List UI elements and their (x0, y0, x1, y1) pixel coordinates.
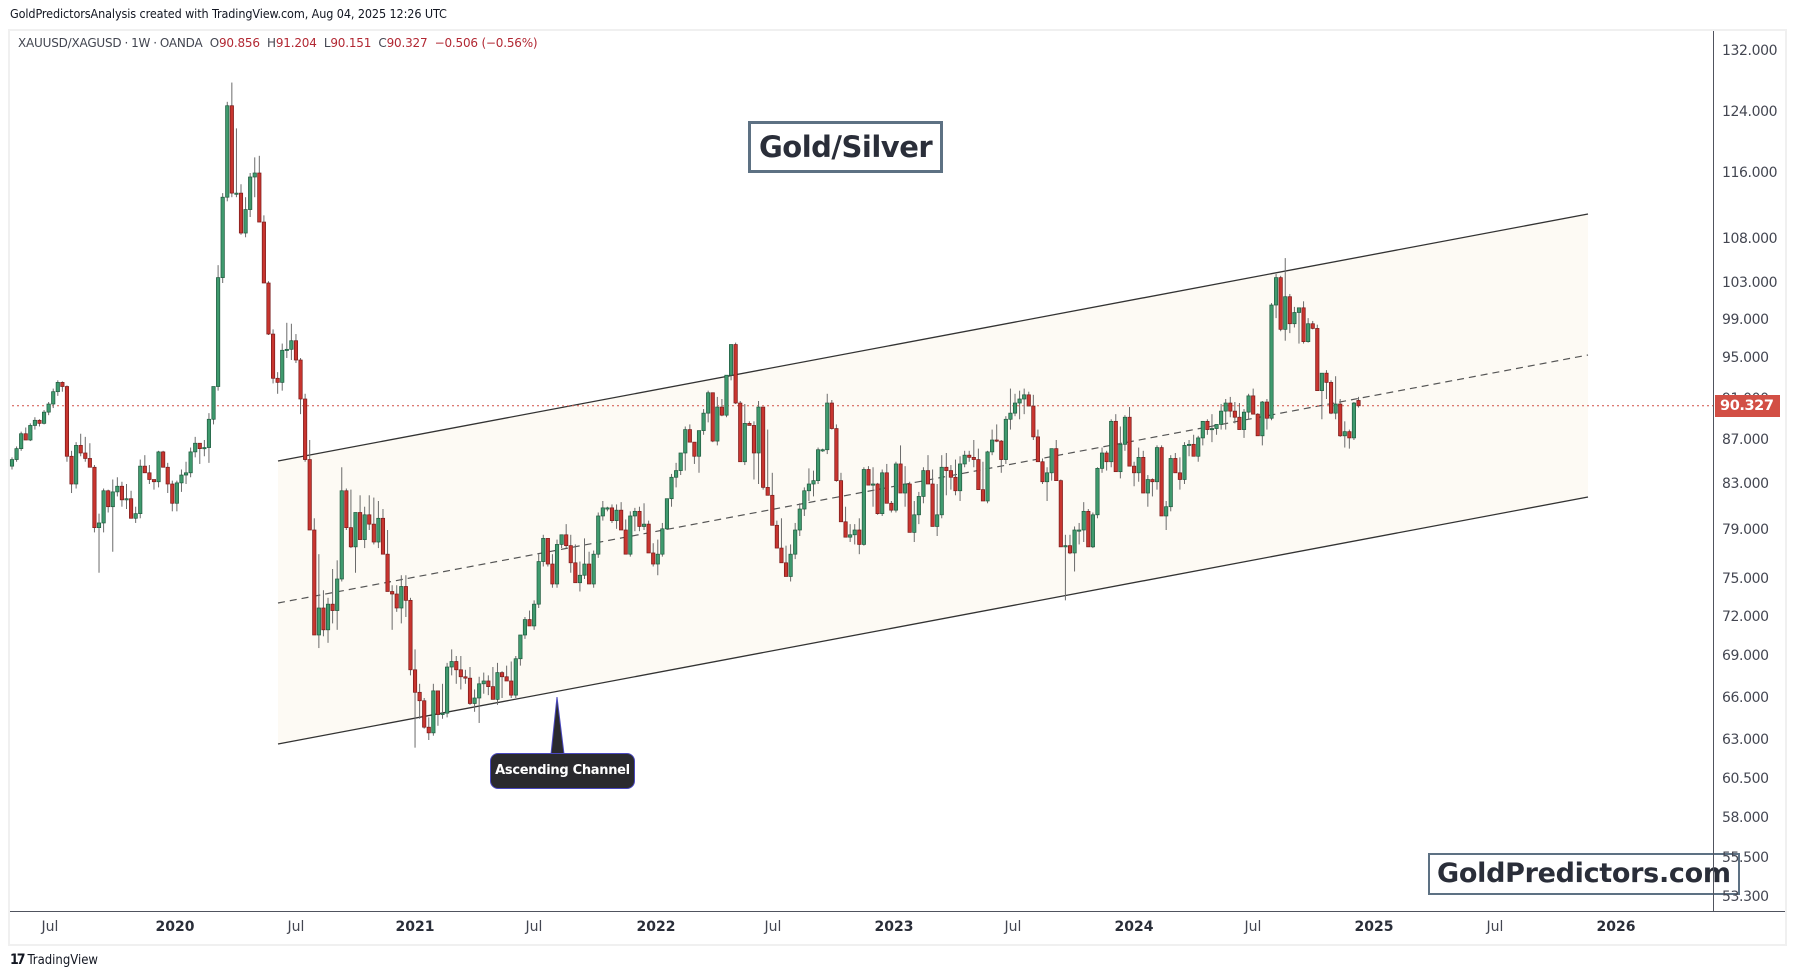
time-tick-label: Jul (41, 919, 59, 935)
time-tick-label: Jul (287, 919, 305, 935)
price-tick-label: 116.000 (1722, 165, 1778, 181)
time-tick-label: Jul (1004, 919, 1022, 935)
price-tick-label: 124.000 (1722, 104, 1778, 120)
price-tick-label: 79.000 (1722, 522, 1769, 538)
chart-attribution: GoldPredictorsAnalysis created with Trad… (10, 6, 447, 21)
time-tick-label: 2026 (1596, 919, 1636, 935)
price-tick-label: 60.500 (1722, 771, 1769, 787)
tradingview-logo-text: TradingView (27, 952, 98, 968)
price-tick-label: 66.000 (1722, 690, 1769, 706)
price-tick-label: 75.000 (1722, 571, 1769, 587)
legend-symbol: XAUUSD/XAGUSD (18, 36, 122, 50)
legend-open-label: O (209, 36, 219, 50)
time-tick-label: 2022 (636, 919, 676, 935)
price-tick-label: 72.000 (1722, 609, 1769, 625)
time-tick-label: Jul (1486, 919, 1504, 935)
price-axis[interactable] (1713, 31, 1786, 911)
time-axis[interactable] (10, 911, 1785, 945)
legend-separator: · (124, 36, 129, 50)
price-tick-label: 53.300 (1722, 889, 1769, 905)
time-tick-label: Jul (764, 919, 782, 935)
price-tick-label: 95.000 (1722, 350, 1769, 366)
channel-lower-line (277, 496, 1589, 745)
price-tick-label: 55.500 (1722, 850, 1769, 866)
price-tick-label: 87.000 (1722, 432, 1769, 448)
brand-watermark[interactable]: GoldPredictors.com (1428, 853, 1740, 895)
legend-low-value: 90.151 (330, 36, 372, 50)
price-tick-label: 58.000 (1722, 810, 1769, 826)
tradingview-logo-icon: 𝟭𝟳 (10, 952, 25, 968)
chart-title-annotation[interactable]: Gold/Silver (748, 121, 944, 173)
time-tick-label: 2025 (1354, 919, 1394, 935)
time-tick-label: 2024 (1114, 919, 1154, 935)
price-tick-label: 103.000 (1722, 275, 1778, 291)
time-tick-label: 2021 (395, 919, 435, 935)
candlestick-series (9, 82, 1361, 748)
legend-high-value: 91.204 (275, 36, 317, 50)
time-tick-label: 2020 (155, 919, 195, 935)
legend-close-label: C (378, 36, 387, 50)
tradingview-logo[interactable]: 𝟭𝟳 TradingView (10, 952, 98, 968)
price-tick-label: 108.000 (1722, 231, 1778, 247)
time-tick-label: 2023 (874, 919, 914, 935)
ascending-channel-callout[interactable]: Ascending Channel (490, 753, 635, 789)
price-tick-label: 132.000 (1722, 43, 1778, 59)
price-tick-label: 63.000 (1722, 732, 1769, 748)
legend-source: OANDA (159, 36, 203, 50)
last-price-label: 90.327 (1715, 395, 1780, 417)
callout-pointer (550, 696, 565, 755)
legend-change-value: −0.506 (−0.56%) (434, 36, 538, 50)
legend-interval: 1W (131, 36, 151, 50)
time-tick-label: Jul (525, 919, 543, 935)
time-tick-label: Jul (1244, 919, 1262, 935)
channel-upper-line (277, 213, 1589, 462)
symbol-legend[interactable]: XAUUSD/XAGUSD · 1W · OANDA O90.856 H91.204 L… (18, 36, 538, 50)
price-tick-label: 99.000 (1722, 312, 1769, 328)
price-tick-label: 69.000 (1722, 648, 1769, 664)
legend-separator: · (153, 36, 157, 50)
legend-low-label: L (323, 36, 331, 50)
legend-high-label: H (267, 36, 276, 50)
legend-close-value: 90.327 (386, 36, 428, 50)
price-tick-label: 83.000 (1722, 476, 1769, 492)
legend-open-value: 90.856 (218, 36, 260, 50)
